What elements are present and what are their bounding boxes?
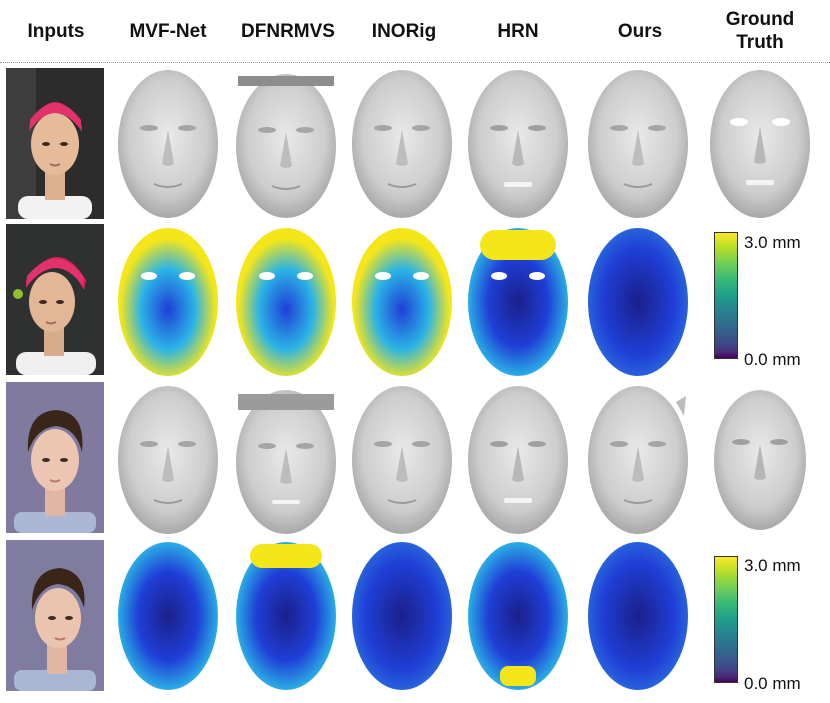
input-photo-subject-2-side: [6, 540, 104, 691]
colorbar-bottom-min-label: 0.0 mm: [744, 674, 801, 693]
error-map-dfnrmvs-subject-2: [228, 536, 344, 696]
error-map-inorig-subject-2: [344, 536, 460, 696]
error-map-mvfnet-subject-1: [110, 222, 226, 382]
mesh-ground-truth-subject-2: [702, 380, 818, 540]
header-hrn: HRN: [497, 20, 539, 42]
mesh-dfnrmvs-subject-1: [228, 64, 344, 224]
error-map-ours-subject-1: [580, 222, 696, 382]
header-mvfnet: MVF-Net: [129, 20, 207, 42]
mesh-mvfnet-subject-2: [110, 380, 226, 540]
mesh-inorig-subject-2: [344, 380, 460, 540]
input-photo-subject-1-side: [6, 224, 104, 375]
colorbar-bottom: [714, 556, 738, 683]
error-map-hrn-subject-2: [460, 536, 576, 696]
header-inorig: INORig: [371, 20, 437, 42]
mesh-inorig-subject-1: [344, 64, 460, 224]
header-ground-truth: Ground Truth: [725, 9, 795, 53]
colorbar-top-min-label: 0.0 mm: [744, 350, 801, 369]
mesh-hrn-subject-1: [460, 64, 576, 224]
error-map-mvfnet-subject-2: [110, 536, 226, 696]
mesh-ground-truth-subject-1: [702, 64, 818, 224]
error-map-inorig-subject-1: [344, 222, 460, 382]
error-map-ours-subject-2: [580, 536, 696, 696]
error-map-hrn-subject-1: [460, 222, 576, 382]
error-map-dfnrmvs-subject-1: [228, 222, 344, 382]
mesh-mvfnet-subject-1: [110, 64, 226, 224]
header-dfnrmvs: DFNRMVS: [241, 20, 335, 42]
header-inputs: Inputs: [27, 20, 85, 42]
mesh-hrn-subject-2: [460, 380, 576, 540]
input-photo-subject-1-frontal: [6, 68, 104, 219]
input-photo-subject-2-frontal: [6, 382, 104, 533]
colorbar-top-max-label: 3.0 mm: [744, 233, 801, 252]
colorbar-top: [714, 232, 738, 359]
mesh-ours-subject-2: [580, 380, 696, 540]
header-divider: [0, 62, 830, 63]
mesh-ours-subject-1: [580, 64, 696, 224]
colorbar-bottom-max-label: 3.0 mm: [744, 556, 801, 575]
header-ours: Ours: [617, 20, 663, 42]
mesh-dfnrmvs-subject-2: [228, 380, 344, 540]
